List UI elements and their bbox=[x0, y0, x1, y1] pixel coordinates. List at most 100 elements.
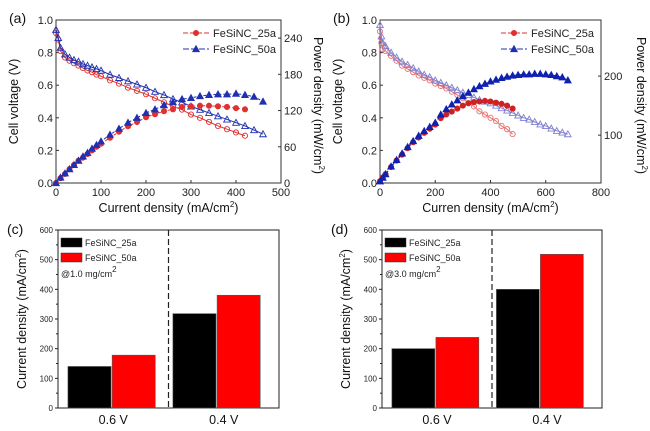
data-point bbox=[453, 85, 462, 94]
data-point bbox=[232, 105, 240, 112]
legend-marker bbox=[510, 29, 518, 37]
y-tick-label: 0.6 bbox=[38, 80, 53, 92]
data-point bbox=[425, 72, 434, 81]
data-point bbox=[476, 108, 483, 115]
data-point bbox=[563, 76, 572, 84]
y-tick-label: 400 bbox=[364, 285, 378, 294]
x-tick-label: 600 bbox=[537, 187, 555, 199]
legend-label: FeSiNC_50a bbox=[85, 253, 137, 263]
legend-label: FeSiNC_25a bbox=[409, 238, 461, 248]
data-point bbox=[437, 82, 444, 90]
data-point bbox=[491, 75, 501, 83]
data-point bbox=[96, 66, 106, 74]
data-point bbox=[530, 117, 539, 125]
y-tick-label: 0 bbox=[49, 404, 54, 413]
panel-a: 0 100 200 300 400 500 0.0 0.2 0.4 0.6 0.8 1.0 0 60 120… bbox=[7, 10, 326, 215]
data-point bbox=[97, 73, 105, 80]
data-point bbox=[458, 91, 467, 100]
loading-annotation: @1.0 mg/cm2 bbox=[61, 265, 117, 279]
y2-tick-label: 100 bbox=[604, 130, 622, 142]
data-point bbox=[469, 84, 478, 93]
y-tick-label: 0.0 bbox=[362, 178, 377, 190]
data-point bbox=[386, 48, 396, 56]
y-axis-label-end: ) bbox=[339, 249, 353, 253]
loading-annotation-main: @3.0 mg/cm bbox=[385, 269, 436, 279]
data-point bbox=[420, 126, 429, 135]
y2-tick-label: 0 bbox=[284, 178, 290, 190]
y-tick-label: 0.4 bbox=[38, 113, 53, 125]
data-point bbox=[56, 173, 65, 181]
category-label: 0.6 V bbox=[422, 413, 452, 427]
plot-frame bbox=[55, 19, 282, 184]
data-point bbox=[431, 118, 440, 126]
legend-swatch bbox=[60, 252, 83, 263]
data-point bbox=[403, 60, 412, 68]
legend-marker bbox=[191, 44, 201, 53]
data-point bbox=[150, 87, 160, 95]
y-axis-label-main: Current density (mA/cm bbox=[15, 258, 29, 389]
data-point bbox=[525, 70, 534, 78]
data-point bbox=[436, 78, 445, 86]
y-tick-label: 500 bbox=[364, 256, 378, 265]
series-line bbox=[55, 93, 264, 184]
data-point bbox=[404, 65, 411, 72]
data-point bbox=[132, 80, 142, 88]
x-axis-label-main: Current density (mA/cm bbox=[99, 201, 230, 215]
x-tick-label: 500 bbox=[272, 187, 290, 199]
data-point bbox=[205, 102, 213, 109]
data-point bbox=[498, 100, 505, 107]
data-point bbox=[60, 169, 70, 177]
data-point bbox=[497, 73, 506, 81]
data-point bbox=[196, 114, 204, 121]
y-tick-label: 200 bbox=[40, 345, 54, 354]
x-tick-label: 0 bbox=[377, 187, 383, 199]
y-tick-label: 0.2 bbox=[38, 145, 53, 157]
data-point bbox=[249, 125, 259, 134]
y-axis-label: Current density (mA/cm2) bbox=[338, 249, 353, 389]
data-point bbox=[414, 67, 423, 75]
data-point bbox=[65, 164, 74, 173]
data-point bbox=[392, 53, 401, 61]
series-power-FeSiNC_50a bbox=[51, 89, 268, 187]
y2-tick-label: 240 bbox=[284, 33, 302, 45]
y-axis-label: Cell voltage (V) bbox=[7, 59, 21, 144]
x-tick-label: 300 bbox=[182, 187, 200, 199]
y2-tick-label: 180 bbox=[284, 69, 302, 81]
data-point bbox=[78, 152, 88, 160]
x-axis-label-sup: 2 bbox=[550, 200, 555, 209]
data-point bbox=[178, 103, 186, 110]
data-point bbox=[141, 83, 151, 91]
legend-label: FeSiNC_50a bbox=[213, 44, 277, 56]
y2-axis-label-sup: 2 bbox=[640, 165, 649, 170]
data-point bbox=[552, 126, 561, 134]
data-point bbox=[123, 76, 133, 85]
data-point bbox=[186, 93, 196, 101]
data-point bbox=[414, 131, 423, 139]
data-point bbox=[487, 98, 494, 105]
data-point bbox=[151, 95, 159, 102]
data-point bbox=[536, 120, 545, 128]
data-point bbox=[114, 73, 124, 81]
data-point bbox=[426, 77, 433, 84]
category-label: 0.4 V bbox=[532, 413, 562, 427]
y-tick-label: 500 bbox=[40, 256, 54, 265]
data-point bbox=[92, 140, 101, 149]
data-point bbox=[159, 90, 169, 99]
data-point bbox=[249, 92, 259, 100]
data-point bbox=[514, 70, 523, 79]
data-point bbox=[547, 124, 556, 132]
y-tick-label: 100 bbox=[364, 374, 378, 383]
data-point bbox=[503, 72, 512, 80]
data-point bbox=[204, 108, 214, 117]
data-point bbox=[421, 74, 428, 81]
data-point bbox=[213, 90, 223, 98]
bar-FeSiNC_25a-0.4V bbox=[496, 289, 540, 409]
data-point bbox=[375, 177, 385, 185]
bar-FeSiNC_25a-0.4V bbox=[172, 313, 217, 409]
data-point bbox=[508, 71, 517, 79]
legend-label: FeSiNC_50a bbox=[531, 44, 595, 56]
data-point bbox=[213, 111, 223, 120]
data-point bbox=[231, 118, 241, 126]
data-point bbox=[410, 69, 417, 76]
